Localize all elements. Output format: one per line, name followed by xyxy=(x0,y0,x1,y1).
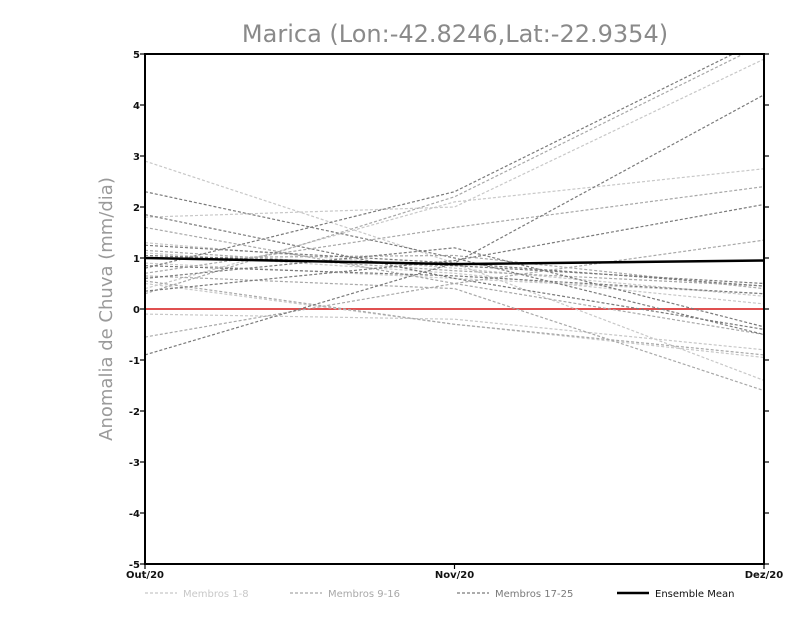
y-tick-label: -1 xyxy=(129,356,140,367)
legend: Membros 1-8 Membros 9-16 Membros 17-25 Ense… xyxy=(145,589,734,600)
plot-frame xyxy=(144,53,765,565)
y-tick-label: 4 xyxy=(133,101,140,112)
x-tick-label: Nov/20 xyxy=(435,570,474,581)
series-line-membro-10 xyxy=(145,186,764,274)
y-tick-label: 2 xyxy=(133,203,140,214)
series-line-membro-23 xyxy=(145,265,764,295)
series-layer xyxy=(145,54,764,392)
x-tick-label: Dez/20 xyxy=(745,570,784,581)
chart-title: Marica (Lon:-42.8246,Lat:-22.9354) xyxy=(242,20,668,48)
series-line-membro-17 xyxy=(145,191,764,336)
legend-label: Ensemble Mean xyxy=(655,589,734,600)
series-line-membro-4 xyxy=(145,252,764,305)
legend-label: Membros 17-25 xyxy=(495,589,573,600)
y-tick-label: -3 xyxy=(129,458,140,469)
series-line-membro-2 xyxy=(145,58,764,218)
series-line-membro-7 xyxy=(145,262,764,295)
series-line-membro-15 xyxy=(145,280,764,356)
series-line-membro-24 xyxy=(145,254,764,285)
series-line-membro-12 xyxy=(145,239,764,338)
legend-label: Membros 9-16 xyxy=(328,589,400,600)
series-line-membro-13 xyxy=(145,275,764,392)
series-line-ensemble-mean xyxy=(145,256,764,266)
series-line-membro-18 xyxy=(145,54,735,269)
series-line-membro-8 xyxy=(145,242,764,297)
y-axis-label: Anomalia de Chuva (mm/dia) xyxy=(96,177,117,441)
series-line-membro-20 xyxy=(145,214,764,330)
x-tick-label: Out/20 xyxy=(126,570,164,581)
y-tick-label: 5 xyxy=(133,50,140,61)
y-tick-label: 0 xyxy=(133,305,140,316)
y-tick-label: -2 xyxy=(129,407,140,418)
series-line-membro-11 xyxy=(145,54,745,295)
y-tick-label: 3 xyxy=(133,152,140,163)
series-line-membro-16 xyxy=(145,249,764,287)
legend-label: Membros 1-8 xyxy=(183,589,249,600)
series-line-membro-6 xyxy=(145,313,764,351)
y-tick-label: -5 xyxy=(129,560,140,571)
plot-area: -5 -4 -3 -2 -1 0 1 2 3 4 5 Out/20 Nov/20 Dez/20 xyxy=(126,50,784,581)
y-tick-label: 1 xyxy=(133,254,140,265)
y-tick-label: -4 xyxy=(129,509,140,520)
series-line-membro-21 xyxy=(145,203,764,292)
series-line-membro-25 xyxy=(145,247,764,328)
